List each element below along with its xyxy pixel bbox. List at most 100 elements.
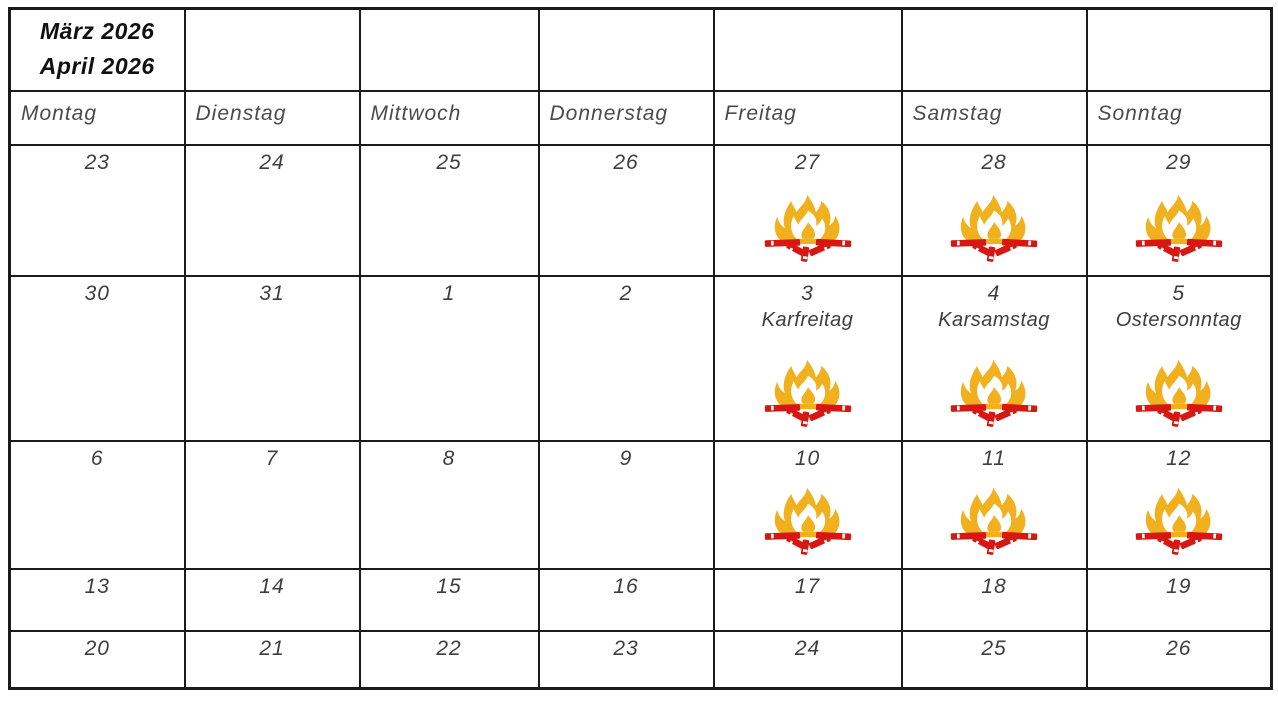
day-cell-23: 23 <box>8 143 186 277</box>
week-row-1: 23 24 25 26 27 28 <box>8 143 1273 277</box>
weekday-header-montag: Montag <box>8 89 186 146</box>
month-title-april: April 2026 <box>39 52 155 79</box>
day-cell-17: 17 <box>712 567 903 632</box>
campfire-icon <box>764 194 851 262</box>
day-number: 24 <box>794 636 821 660</box>
week-row-5: 20 21 22 23 24 25 26 <box>8 629 1273 690</box>
day-number: 16 <box>613 574 639 598</box>
week-row-2: 30 31 1 2 3 Karfreitag 4 Karsamstag <box>8 274 1273 442</box>
day-cell-1: 1 <box>358 274 540 442</box>
day-cell-23: 23 <box>537 629 715 690</box>
campfire-log-notches <box>956 533 1032 552</box>
empty-title-cell <box>1085 7 1273 92</box>
week-row-3: 6 7 8 9 10 11 <box>8 439 1273 570</box>
campfire-icon <box>950 487 1038 555</box>
calendar-table: März 2026 April 2026 Montag Dienstag Mit… <box>8 7 1273 690</box>
day-number: 10 <box>794 446 821 470</box>
campfire-flame <box>1145 487 1211 537</box>
day-cell-24: 24 <box>712 629 903 690</box>
day-number: 26 <box>1166 636 1192 660</box>
campfire-icon <box>764 359 851 427</box>
day-cell-11: 11 <box>900 439 1088 570</box>
month-title-cell: März 2026 April 2026 <box>8 7 186 92</box>
week-row-4: 13 14 15 16 17 18 19 <box>8 567 1273 632</box>
day-number: 5 <box>1172 281 1186 305</box>
campfire-flame <box>960 487 1026 537</box>
day-number: 24 <box>259 150 285 174</box>
day-cell-24: 24 <box>183 143 361 277</box>
campfire-icon <box>950 194 1038 262</box>
weekday-header-samstag: Samstag <box>900 89 1088 146</box>
holiday-label: Karsamstag <box>938 308 1050 331</box>
day-number: 17 <box>794 574 821 598</box>
empty-title-cell <box>900 7 1088 92</box>
day-number: 15 <box>436 574 462 598</box>
campfire-log-notches <box>770 533 845 552</box>
empty-title-cell <box>537 7 715 92</box>
day-number: 29 <box>1166 150 1192 174</box>
weekday-header-row: Montag Dienstag Mittwoch Donnerstag Frei… <box>8 89 1273 146</box>
holiday-label: Ostersonntag <box>1115 308 1242 331</box>
campfire-flame <box>960 359 1026 409</box>
day-cell-18: 18 <box>900 567 1088 632</box>
day-number: 25 <box>436 150 462 174</box>
weekday-header-dienstag: Dienstag <box>183 89 361 146</box>
empty-title-cell <box>183 7 361 92</box>
day-cell-25: 25 <box>900 629 1088 690</box>
weekday-header-donnerstag: Donnerstag <box>537 89 715 146</box>
day-cell-31: 31 <box>183 274 361 442</box>
day-number: 19 <box>1166 574 1192 598</box>
campfire-flame <box>774 359 839 409</box>
day-cell-6: 6 <box>8 439 186 570</box>
day-cell-10: 10 <box>712 439 903 570</box>
day-number: 11 <box>982 446 1006 470</box>
day-cell-16: 16 <box>537 567 715 632</box>
day-number: 21 <box>259 636 285 660</box>
campfire-icon <box>950 359 1038 427</box>
day-cell-4: 4 Karsamstag <box>900 274 1088 442</box>
day-cell-14: 14 <box>183 567 361 632</box>
day-number: 23 <box>84 150 110 174</box>
day-number: 13 <box>84 574 110 598</box>
campfire-log-notches <box>1141 533 1216 552</box>
day-cell-26: 26 <box>1085 629 1273 690</box>
campfire-log-notches <box>1141 240 1216 259</box>
campfire-log-notches <box>956 405 1032 424</box>
day-cell-5: 5 Ostersonntag <box>1085 274 1273 442</box>
weekday-header-freitag: Freitag <box>712 89 903 146</box>
day-number: 26 <box>613 150 639 174</box>
campfire-flame <box>1145 359 1211 409</box>
day-number: 7 <box>265 446 279 470</box>
campfire-icon <box>1135 487 1223 555</box>
day-cell-19: 19 <box>1085 567 1273 632</box>
day-number: 31 <box>259 281 285 305</box>
campfire-flame <box>1145 194 1211 244</box>
day-number: 1 <box>442 281 456 305</box>
day-cell-27: 27 <box>712 143 903 277</box>
day-number: 27 <box>794 150 821 174</box>
day-number: 12 <box>1166 446 1192 470</box>
day-cell-29: 29 <box>1085 143 1273 277</box>
campfire-icon <box>1135 194 1223 262</box>
day-cell-22: 22 <box>358 629 540 690</box>
day-cell-21: 21 <box>183 629 361 690</box>
day-cell-7: 7 <box>183 439 361 570</box>
day-number: 25 <box>981 636 1007 660</box>
title-row: März 2026 April 2026 <box>8 7 1273 92</box>
day-cell-28: 28 <box>900 143 1088 277</box>
campfire-logs <box>950 238 1038 262</box>
campfire-flame <box>960 194 1026 244</box>
day-cell-26: 26 <box>537 143 715 277</box>
weekday-header-sonntag: Sonntag <box>1085 89 1273 146</box>
campfire-flame <box>774 194 839 244</box>
day-cell-13: 13 <box>8 567 186 632</box>
campfire-log-notches <box>956 240 1032 259</box>
day-number: 30 <box>84 281 110 305</box>
day-number: 3 <box>801 281 814 305</box>
day-number: 18 <box>981 574 1007 598</box>
campfire-log-notches <box>770 405 845 424</box>
holiday-label: Karfreitag <box>761 308 854 331</box>
day-cell-2: 2 <box>537 274 715 442</box>
day-number: 4 <box>987 281 1001 305</box>
